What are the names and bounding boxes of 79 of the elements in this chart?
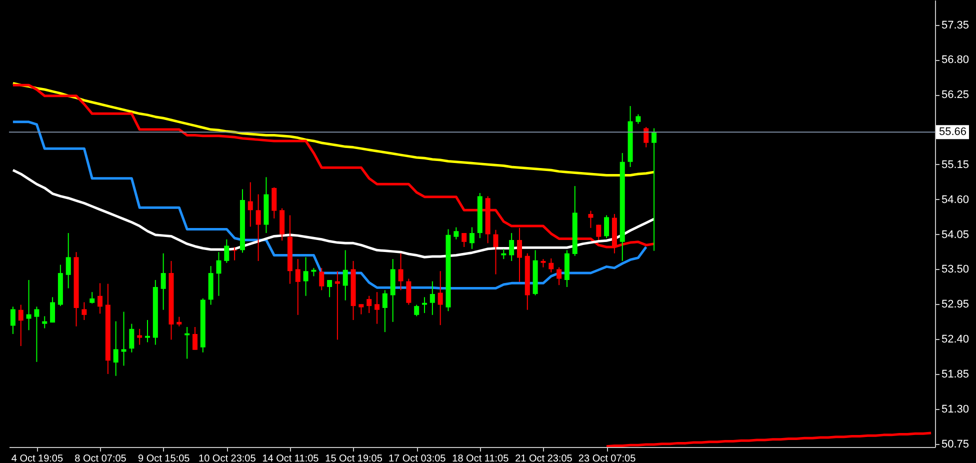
candlestick xyxy=(303,256,308,296)
y-tick-label: 51.85 xyxy=(942,368,970,380)
candlestick xyxy=(18,304,24,347)
candlestick xyxy=(137,328,142,346)
candlestick xyxy=(160,252,166,310)
candlestick xyxy=(398,252,404,291)
y-tick-label: 57.35 xyxy=(942,19,970,32)
candlestick xyxy=(295,258,300,316)
candlestick xyxy=(176,316,182,327)
candlestick xyxy=(596,224,602,241)
candlestick xyxy=(414,304,420,317)
candlestick xyxy=(82,302,87,321)
x-tick-label: 23 Oct 07:05 xyxy=(578,454,636,463)
candlestick xyxy=(319,267,324,291)
y-tick-label: 50.75 xyxy=(942,438,970,450)
y-tick-label: 51.30 xyxy=(942,403,970,416)
x-tick-label: 9 Oct 15:05 xyxy=(138,454,190,463)
candlestick xyxy=(248,182,253,228)
line-series xyxy=(605,432,932,447)
x-tick-label: 4 Oct 19:05 xyxy=(11,454,64,463)
candlestick xyxy=(272,186,277,219)
candlestick xyxy=(216,252,222,296)
candlestick xyxy=(454,226,459,240)
x-tick-label: 18 Oct 11:05 xyxy=(452,454,510,463)
candlestick xyxy=(90,292,95,304)
candlestick xyxy=(358,304,364,315)
candlestick xyxy=(129,323,134,353)
candlestick xyxy=(66,232,71,289)
candlestick xyxy=(224,238,230,264)
candlestick xyxy=(382,290,388,333)
candlestick xyxy=(113,320,118,376)
candlestick xyxy=(10,306,16,334)
candlestick xyxy=(121,311,126,366)
candlestick xyxy=(644,126,649,148)
x-tick-label: 15 Oct 19:05 xyxy=(325,454,383,463)
candlestick xyxy=(636,114,641,124)
candlestick xyxy=(406,278,412,306)
candlestick xyxy=(588,210,594,228)
candlestick xyxy=(374,292,380,324)
line-series xyxy=(12,82,656,176)
candlestick xyxy=(192,326,198,350)
candlestick xyxy=(548,258,554,273)
candlestick xyxy=(334,270,340,340)
candlestick xyxy=(256,194,261,262)
y-tick-label: 52.40 xyxy=(942,334,970,346)
candlestick xyxy=(652,128,657,252)
x-tick-label: 17 Oct 03:05 xyxy=(388,454,446,463)
y-tick-label: 53.50 xyxy=(942,264,970,276)
x-tick-label: 8 Oct 07:05 xyxy=(74,454,127,463)
candlestick xyxy=(462,232,467,248)
x-tick-label: 21 Oct 23:05 xyxy=(515,454,573,463)
x-tick-label: 10 Oct 23:05 xyxy=(198,454,256,463)
candlestick xyxy=(34,306,40,362)
candlestick xyxy=(366,295,372,314)
y-tick-label: 56.25 xyxy=(942,89,970,102)
candlestick xyxy=(493,229,498,275)
candlestick xyxy=(98,282,103,314)
candlestick xyxy=(342,250,348,301)
y-tick-label: 52.95 xyxy=(942,298,970,311)
candlestick xyxy=(438,270,443,326)
y-tick-label: 54.60 xyxy=(942,194,970,206)
candlestick xyxy=(232,246,238,261)
ref-line-label: 55.66 xyxy=(939,126,967,138)
candlestick xyxy=(604,214,610,239)
candlestick xyxy=(556,266,562,286)
candlestick xyxy=(327,280,332,298)
candlestick xyxy=(470,226,474,250)
candlestick xyxy=(26,280,32,331)
candlestick xyxy=(50,296,56,324)
candlestick xyxy=(42,316,48,329)
y-tick-label: 54.05 xyxy=(942,228,970,241)
candlestick xyxy=(184,326,190,360)
y-tick-label: 56.80 xyxy=(942,54,970,66)
candlestick xyxy=(509,232,514,262)
x-tick-label: 14 Oct 11:05 xyxy=(262,454,320,463)
candlestick xyxy=(430,280,435,316)
candlestick xyxy=(145,320,150,343)
y-tick-label: 55.15 xyxy=(942,158,970,171)
candlestick xyxy=(422,296,428,314)
